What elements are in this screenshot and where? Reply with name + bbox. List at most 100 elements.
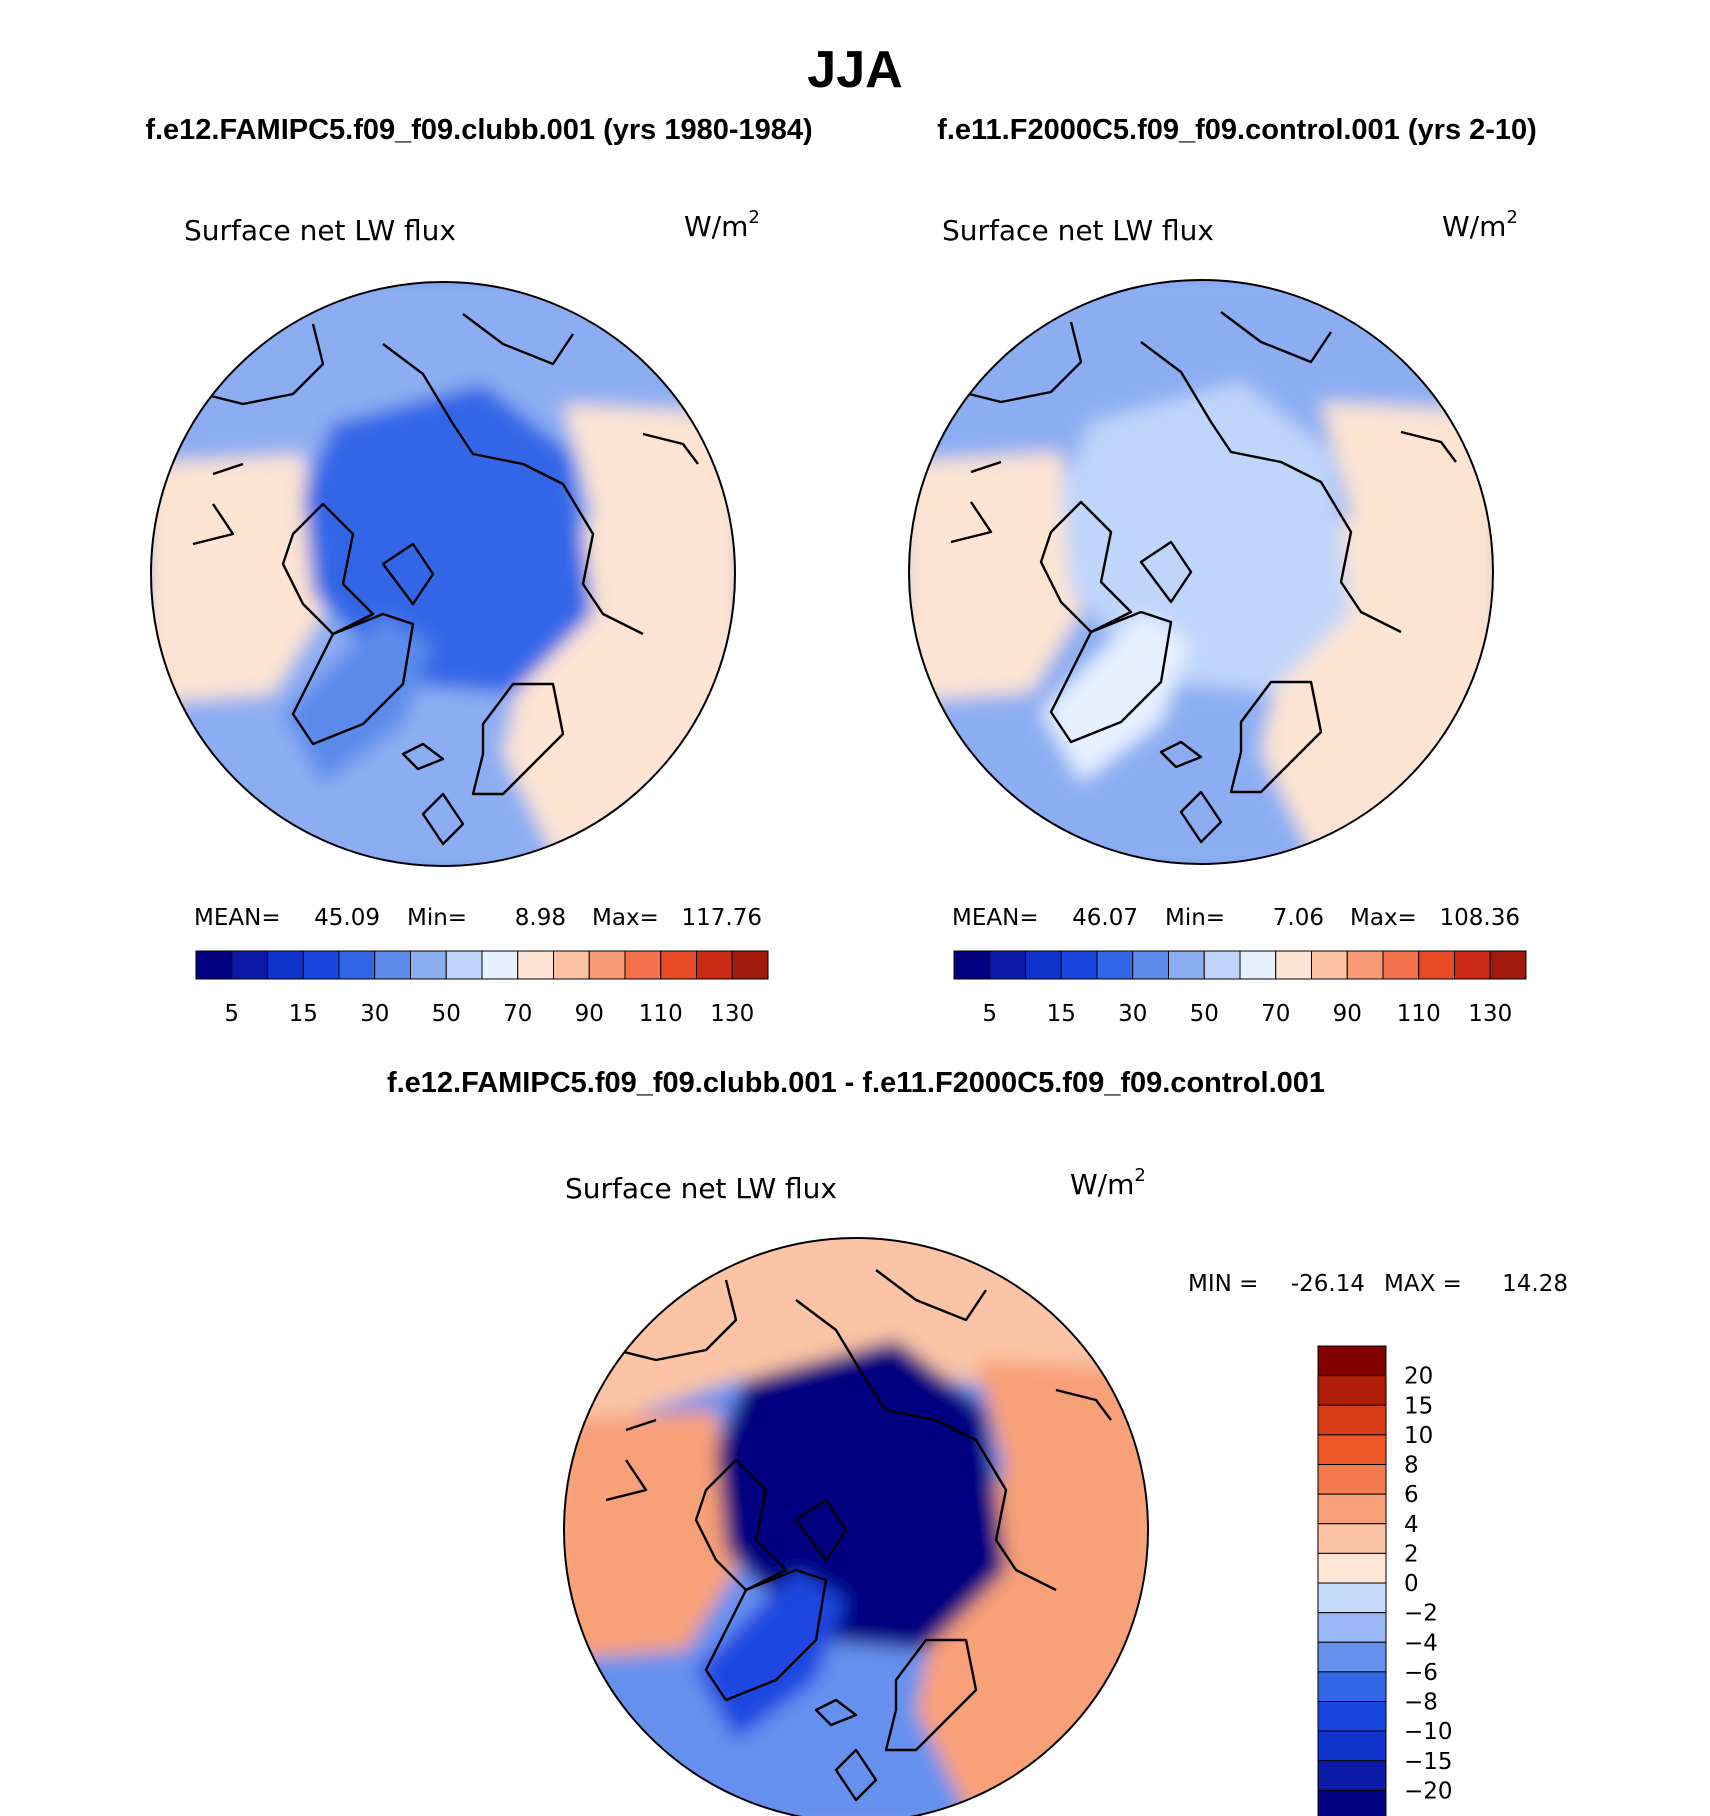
case-colorbar-bin [410,950,447,980]
diff-colorbar-bin [1317,1375,1387,1406]
diff-title: f.e12.FAMIPC5.f09_f09.clubb.001 - f.e11.… [387,1067,1325,1099]
diff-max-label: MAX = [1384,1271,1462,1297]
diff-colorbar-tick-label: 2 [1404,1541,1419,1567]
case-colorbar-bin [696,950,733,980]
control-coastline [960,321,1083,404]
control-colorbar-bin [953,950,991,980]
diff-map-border [563,1237,1149,1816]
case-stats: MEAN= 45.09 Min= 8.98 Max= 117.76 [194,905,762,931]
case-units: W/m2 [684,207,760,243]
case-colorbar-bin [588,950,626,980]
case-colorbar-tick-label: 130 [710,1001,754,1027]
diff-units-base: W/m [1070,1168,1134,1201]
case-coastline [291,612,415,746]
case-colorbar-bin [267,950,304,980]
case-mean-value: 45.09 [314,905,380,931]
control-coastline [1220,311,1332,364]
control-colorbar-bin [1025,950,1062,980]
control-colorbar-tick-label: 50 [1190,1001,1219,1027]
case-colorbar: 5 15 30 50 70 90 110 130 [195,950,769,1027]
control-colorbar-bin [1489,950,1527,980]
diff-colorbar-tick-label: −10 [1404,1719,1453,1745]
diff-colorbar-bin [1317,1582,1387,1614]
case-colorbar-tick-label: 5 [224,1001,239,1027]
control-colorbar-bin [1168,950,1205,980]
control-colorbar-tick-label: 30 [1118,1001,1147,1027]
control-colorbar-bin [1454,950,1491,980]
case-colorbar-tick-label: 50 [432,1001,461,1027]
control-colorbar-bin [1311,950,1348,980]
control-panel: Surface net LW flux W/m2 MEAN= 46.07 Min… [908,207,1527,1027]
main-title: JJA [807,41,902,99]
case-colorbar-bin [302,950,340,980]
case-max-value: 117.76 [682,905,762,931]
diff-coastlines [605,1269,1112,1802]
control-plot-title: Surface net LW flux [942,214,1214,247]
case-coastline [381,542,435,606]
diff-colorbar-tick-label: −4 [1404,1630,1438,1656]
control-colorbar-bin [989,950,1026,980]
control-coastline [1400,430,1457,463]
case-units-base: W/m [684,210,748,243]
case-map-border [150,281,736,867]
case-max-label: Max= [592,905,659,931]
control-coastline [1049,610,1173,744]
case-field-west [151,454,323,704]
case-coastline [382,343,644,636]
control-colorbar-tick-label: 70 [1261,1001,1290,1027]
diff-colorbar-tick-label: 20 [1404,1364,1433,1390]
case-colorbar-bin [553,950,590,980]
case-colorbar-tick-label: 30 [360,1001,389,1027]
diff-colorbar-bin [1317,1493,1387,1525]
control-coastline [1159,740,1203,769]
case-colorbar-bin [660,950,697,980]
control-coastline [1139,540,1193,604]
diff-coastline [625,1418,657,1432]
diff-coastline [834,1748,878,1802]
diff-polar-map [563,1237,1149,1816]
diff-coastline [704,1568,828,1702]
case-coastline [642,432,699,465]
control-colorbar-bin [1096,950,1134,980]
diff-colorbar-tick-label: 8 [1404,1453,1419,1479]
diff-colorbar-bin [1317,1552,1387,1584]
diff-field-west [564,1410,736,1660]
diff-colorbar-tick-label: −20 [1404,1778,1453,1804]
control-field-west [909,452,1081,702]
control-units-sup: 2 [1506,207,1517,228]
diff-colorbar-bin [1317,1464,1387,1495]
control-colorbar-bin [1418,950,1455,980]
diff-colorbar-tick-label: −2 [1404,1601,1438,1627]
diff-colorbar-bin [1317,1523,1387,1554]
diff-min-label: MIN = [1188,1271,1258,1297]
case-coastline [462,313,574,366]
diff-colorbar-bin [1317,1730,1387,1762]
diff-colorbar-bin [1317,1760,1387,1791]
case-colorbar-bin [445,950,483,980]
diff-colorbar-bin [1317,1345,1387,1377]
case-colorbar-bin [624,950,662,980]
diff-coastline [884,1638,978,1752]
diff-colorbar-tick-label: −8 [1404,1690,1438,1716]
diff-colorbar-bin [1317,1434,1387,1465]
diff-colorbar-bin [1317,1671,1387,1702]
case-coastlines [192,313,699,846]
diff-coastline [795,1299,1057,1592]
diff-panel: Surface net LW flux W/m2 MIN = -26.14 MA… [563,1165,1568,1816]
diff-units-sup: 2 [1134,1165,1145,1186]
case-colorbar-tick-label: 90 [575,1001,604,1027]
control-units-base: W/m [1442,210,1506,243]
diff-map-field [564,1238,1148,1816]
case-colorbar-bin [481,950,519,980]
diff-colorbar-tick-label: −6 [1404,1660,1438,1686]
control-colorbar-tick-label: 110 [1397,1001,1441,1027]
control-colorbar: 5 15 30 50 70 90 110 130 [953,950,1527,1027]
control-colorbar-tick-label: 5 [982,1001,997,1027]
control-colorbar-tick-label: 15 [1047,1001,1076,1027]
case-coastline [421,792,465,846]
diff-stats: MIN = -26.14 MAX = 14.28 [1188,1271,1568,1297]
case-units-sup: 2 [748,207,759,228]
diff-colorbar-bin [1317,1404,1387,1436]
control-coastline [1140,341,1402,634]
